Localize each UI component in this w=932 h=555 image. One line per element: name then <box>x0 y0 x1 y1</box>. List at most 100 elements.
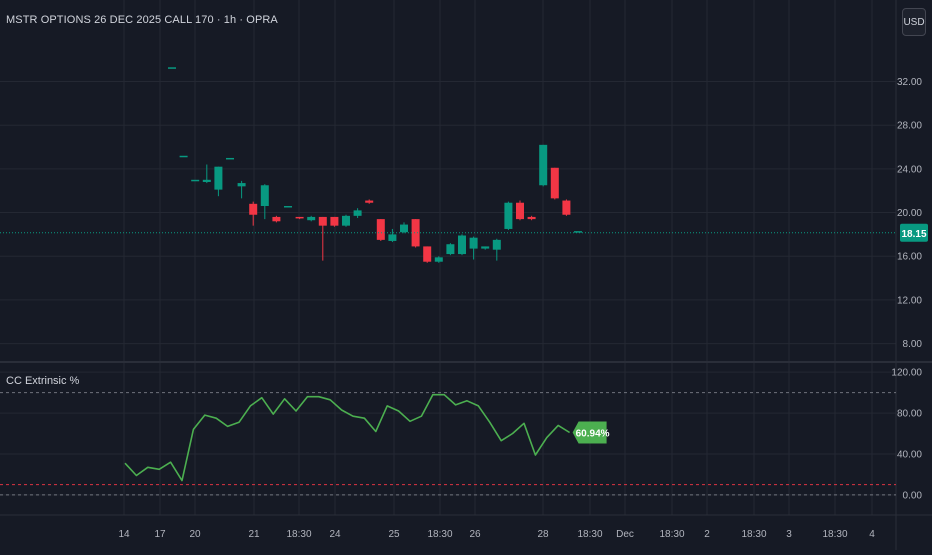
candle <box>516 200 524 221</box>
candle <box>330 216 339 227</box>
candle <box>446 243 455 256</box>
candle-body <box>469 237 478 249</box>
x-tick-label: 14 <box>118 529 130 540</box>
candle <box>307 215 316 222</box>
candle <box>237 180 246 199</box>
indicator-tick-label: 0.00 <box>903 490 923 501</box>
x-tick-label: 18:30 <box>286 529 311 540</box>
candle-body <box>330 216 339 226</box>
currency-button[interactable]: USD <box>902 8 926 36</box>
x-tick-label: 26 <box>469 529 481 540</box>
candle-body <box>376 219 385 240</box>
candle <box>539 144 548 187</box>
candle-body <box>527 216 536 220</box>
indicator-tick-label: 80.00 <box>897 409 922 420</box>
candle-body <box>481 246 490 249</box>
candle-body <box>202 179 211 182</box>
candle <box>481 246 490 250</box>
candle <box>527 215 536 221</box>
chart-title: MSTR OPTIONS 26 DEC 2025 CALL 170 · 1h ·… <box>6 14 278 26</box>
candle-body <box>434 257 443 262</box>
indicator-label: CC Extrinsic % <box>6 375 80 387</box>
candle-body <box>446 244 455 255</box>
candle-body <box>562 200 571 215</box>
candle-body <box>574 231 582 233</box>
candle-body <box>168 67 176 69</box>
price-tick-label: 16.00 <box>897 252 922 263</box>
candle <box>574 231 582 233</box>
price-candles <box>0 67 896 263</box>
x-tick-label: 18:30 <box>741 529 766 540</box>
candle-body <box>516 202 524 220</box>
indicator-tick-label: 40.00 <box>897 449 922 460</box>
x-tick-label: 18:30 <box>577 529 602 540</box>
candle <box>202 164 211 184</box>
x-tick-label: 25 <box>388 529 400 540</box>
candle-body <box>388 234 397 241</box>
candle <box>191 179 200 182</box>
candle <box>434 256 443 263</box>
x-tick-label: 24 <box>329 529 341 540</box>
candle-body <box>342 215 350 226</box>
candle-body <box>307 216 316 221</box>
indicator-tick-label: 120.00 <box>891 368 922 379</box>
candle-body <box>249 203 258 215</box>
candle-body <box>504 202 513 229</box>
candle <box>214 166 223 197</box>
candle <box>353 208 362 219</box>
candle-body <box>423 246 432 262</box>
indicator-line <box>124 393 571 482</box>
price-tick-label: 20.00 <box>897 208 922 219</box>
axis-layer: 14 17 20 21 18:30 24 25 18:30 26 28 18:30 Dec 18:30 2… <box>118 77 928 540</box>
candle <box>365 199 374 204</box>
candle <box>295 216 304 220</box>
candle <box>469 236 478 260</box>
candle-body <box>272 216 281 222</box>
candle-body <box>411 219 420 247</box>
candle-body <box>458 235 466 255</box>
x-tick-label: 2 <box>704 529 710 540</box>
x-tick-label: 4 <box>869 529 875 540</box>
candle <box>423 246 432 263</box>
last-price-label: 18.15 <box>901 229 926 240</box>
x-tick-label: Dec <box>616 529 634 540</box>
candle-body <box>295 216 304 219</box>
candle <box>249 201 258 226</box>
candle-body <box>353 210 362 216</box>
candle-body <box>179 155 188 158</box>
candle-body <box>214 166 223 190</box>
candle <box>400 222 408 234</box>
x-tick-label: 3 <box>786 529 792 540</box>
candle <box>562 199 571 216</box>
candle-body <box>539 144 548 186</box>
candle <box>226 157 234 160</box>
price-tick-label: 24.00 <box>897 164 922 175</box>
indicator-layer: 60.94% <box>0 392 896 496</box>
candle-body <box>400 224 408 233</box>
candle-body <box>191 179 200 182</box>
indicator-value-label: 60.94% <box>576 429 610 440</box>
x-tick-label: 18:30 <box>659 529 684 540</box>
price-tick-label: 12.00 <box>897 295 922 306</box>
candle-body <box>550 167 559 199</box>
candle-body <box>318 216 327 226</box>
x-tick-label: 28 <box>537 529 549 540</box>
candle <box>168 67 176 69</box>
candle-body <box>237 183 246 187</box>
candle-body <box>260 185 269 207</box>
candle-body <box>365 200 374 203</box>
candle <box>492 238 501 261</box>
candle-body <box>492 239 501 250</box>
x-tick-label: 18:30 <box>822 529 847 540</box>
candle <box>260 184 269 220</box>
candle <box>411 219 420 248</box>
candle <box>179 155 188 158</box>
x-tick-label: 18:30 <box>427 529 452 540</box>
last-price-badge <box>900 223 928 242</box>
price-tick-label: 32.00 <box>897 77 922 88</box>
x-tick-label: 21 <box>248 529 260 540</box>
candle-body <box>226 157 234 160</box>
